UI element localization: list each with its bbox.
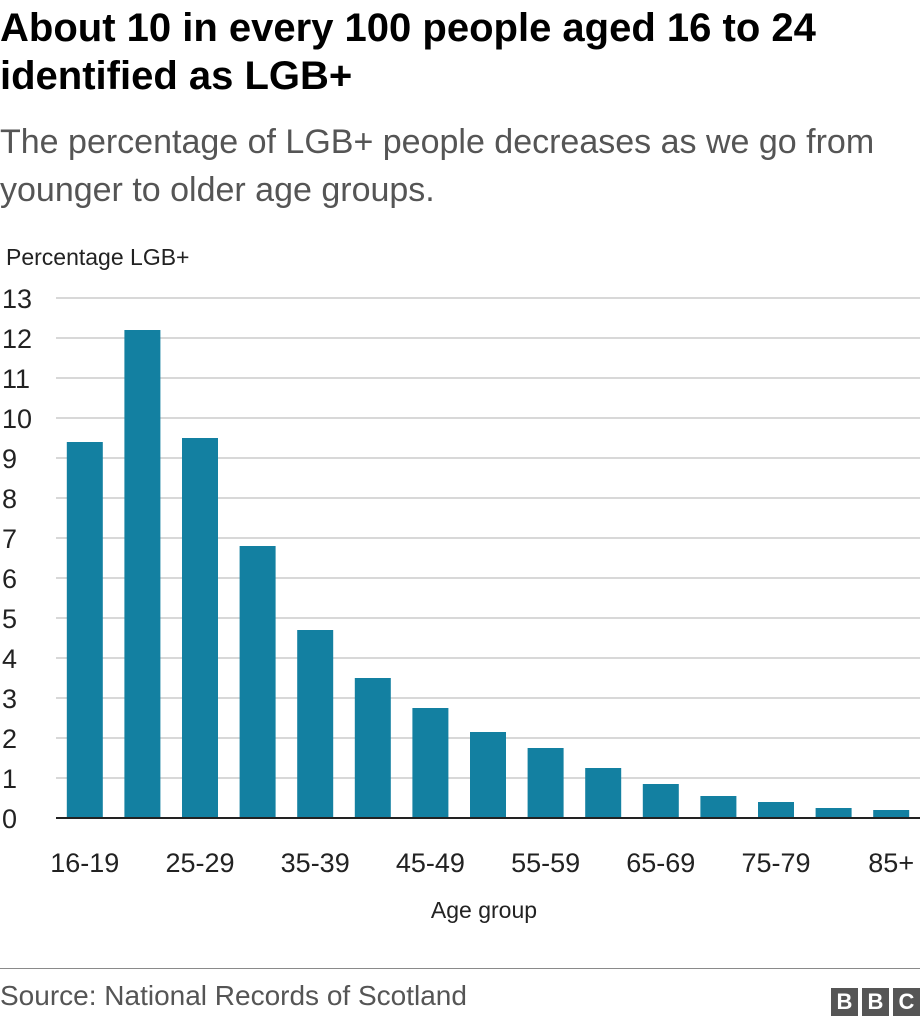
bars	[66, 330, 910, 818]
bar-50-54	[470, 732, 506, 818]
bbc-logo: B B C	[831, 988, 920, 1016]
bar-45-49	[412, 708, 449, 818]
bar-16-19	[66, 442, 103, 818]
y-tick-label: 8	[2, 484, 17, 514]
y-tick-label: 5	[2, 604, 17, 634]
bar-70-74	[700, 796, 737, 818]
x-tick-label: 85+	[868, 848, 914, 878]
bar-30-34	[239, 546, 276, 818]
y-axis-label: Percentage LGB+	[6, 244, 189, 270]
y-tick-label: 13	[2, 284, 32, 314]
bar-55-59	[527, 748, 564, 818]
x-tick-labels: 16-19 25-29 35-39 45-49 55-59 65-69 75-79 85+	[50, 848, 914, 878]
y-tick-label: 12	[2, 324, 32, 354]
bar-75-79	[758, 802, 794, 818]
chart-subtitle: The percentage of LGB+ people decreases …	[0, 123, 875, 209]
bbc-logo-letter: B	[862, 988, 889, 1016]
x-axis-label: Age group	[431, 897, 537, 923]
y-tick-label: 7	[2, 524, 17, 554]
bar-20-24	[124, 330, 161, 818]
source-note: Source: National Records of Scotland	[0, 980, 467, 1011]
bbc-logo-letter: B	[831, 988, 858, 1016]
y-tick-label: 10	[2, 404, 32, 434]
y-tick-label: 6	[2, 564, 17, 594]
bbc-logo-letter: C	[893, 988, 920, 1016]
y-tick-label: 1	[2, 764, 17, 794]
x-tick-label: 16-19	[50, 848, 119, 878]
bar-60-64	[585, 768, 622, 818]
y-tick-label: 3	[2, 684, 17, 714]
bar-85+	[873, 810, 910, 818]
y-tick-label: 11	[2, 364, 30, 394]
bar-40-44	[354, 678, 391, 818]
x-tick-label: 45-49	[396, 848, 465, 878]
x-tick-label: 55-59	[511, 848, 580, 878]
chart-title: About 10 in every 100 people aged 16 to …	[0, 6, 816, 98]
x-tick-label: 65-69	[626, 848, 695, 878]
y-tick-label: 2	[2, 724, 17, 754]
bar-80-84	[815, 808, 852, 818]
bar-65-69	[642, 784, 679, 818]
x-tick-label: 25-29	[165, 848, 234, 878]
x-tick-label: 35-39	[281, 848, 350, 878]
y-tick-label: 9	[2, 444, 17, 474]
footer-divider	[0, 968, 920, 969]
bar-25-29	[182, 438, 218, 818]
y-tick-label: 0	[2, 804, 17, 834]
bar-35-39	[297, 630, 334, 818]
y-tick-label: 4	[2, 644, 17, 674]
x-tick-label: 75-79	[741, 848, 810, 878]
